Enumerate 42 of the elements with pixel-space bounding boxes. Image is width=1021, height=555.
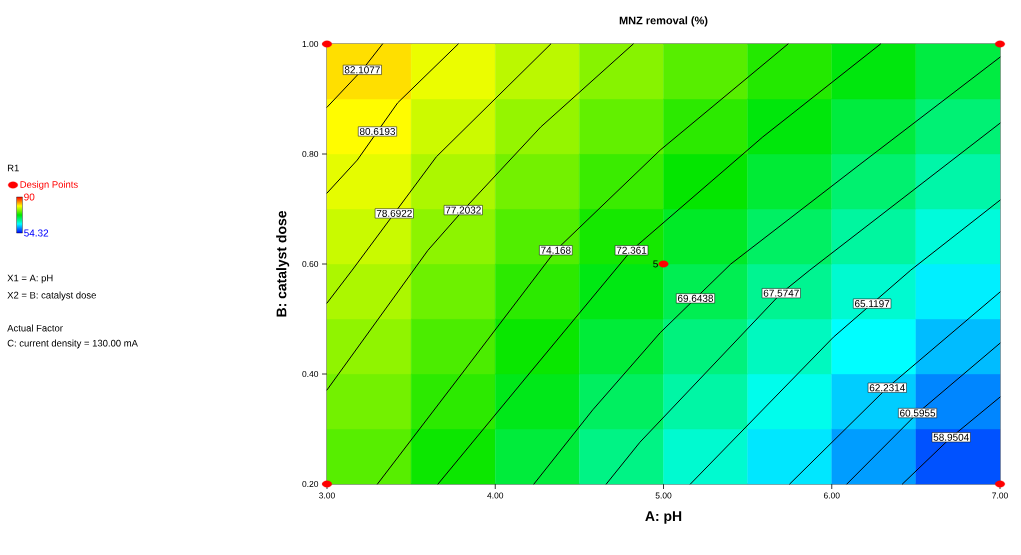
y-tick-label: 0.60 [302, 261, 319, 267]
text: X1 = A: pH [7, 274, 53, 284]
legend-label: Design Points [20, 180, 78, 190]
series-label: 69.6438 [677, 294, 714, 302]
series-label: 82.1077 [344, 66, 380, 74]
x-tick-label: 3.00 [319, 492, 335, 499]
series-label: 74.168 [541, 246, 571, 254]
x-tick-label: 4.00 [487, 492, 504, 499]
y-tick-label: 0.20 [302, 481, 319, 487]
series-label: 58.9504 [933, 433, 969, 441]
series-label: 67.5747 [763, 289, 799, 297]
point [995, 40, 1005, 48]
text: X2 = B: catalyst dose [7, 291, 96, 301]
series-label: 60.5955 [900, 409, 936, 417]
color-bar-label: 90 [24, 193, 35, 201]
x-tick-label: 6.00 [823, 492, 840, 499]
series-label: 80.6193 [359, 127, 396, 135]
color-bar-label: 54.32 [24, 229, 49, 237]
series-label: 62.2314 [869, 384, 905, 392]
y-axis-title: B: catalyst dose [276, 211, 290, 317]
chart-title: MNZ removal (%) [619, 16, 708, 27]
annotation: 5 [653, 260, 658, 268]
line-series [326, 43, 459, 194]
point [995, 480, 1005, 488]
text: C: current density = 130.00 mA [7, 339, 138, 349]
text: Actual Factor [7, 324, 63, 332]
point [322, 480, 332, 488]
x-axis-title: A: pH [645, 511, 682, 524]
point [322, 40, 332, 48]
series-label: 78.6922 [376, 209, 412, 217]
line-series [533, 56, 1001, 485]
line-series [605, 122, 1001, 485]
series-label: 65.1197 [855, 300, 890, 308]
x-tick-label: 7.00 [992, 492, 1008, 499]
y-tick-label: 1.00 [302, 41, 319, 47]
y-tick-label: 0.80 [302, 151, 319, 157]
point [658, 260, 669, 268]
x-tick-label: 5.00 [655, 492, 672, 499]
series-label: 72.361 [616, 246, 647, 254]
y-tick-label: 0.40 [302, 371, 319, 377]
color-bar-title: R1 [7, 164, 19, 172]
series-label: 77.2032 [445, 206, 481, 214]
